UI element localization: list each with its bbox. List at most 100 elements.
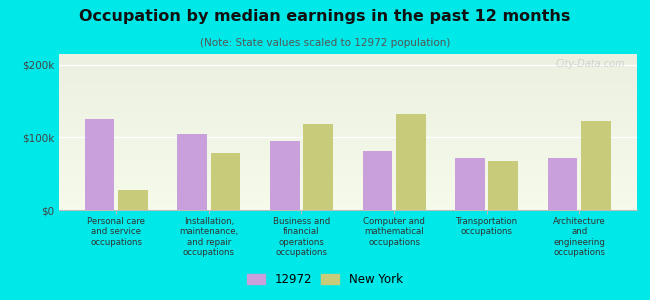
- Text: Occupation by median earnings in the past 12 months: Occupation by median earnings in the pas…: [79, 9, 571, 24]
- Bar: [58, 159, 637, 160]
- Bar: [58, 143, 637, 144]
- Bar: [58, 111, 637, 112]
- Bar: [58, 193, 637, 194]
- Bar: [270, 141, 300, 210]
- Bar: [58, 175, 637, 176]
- Bar: [58, 154, 637, 155]
- Bar: [58, 203, 637, 204]
- Bar: [58, 59, 637, 60]
- Bar: [58, 176, 637, 177]
- Bar: [58, 81, 637, 82]
- Bar: [58, 127, 637, 128]
- Bar: [58, 158, 637, 159]
- Bar: [58, 181, 637, 182]
- Bar: [84, 119, 114, 210]
- Bar: [58, 92, 637, 93]
- Bar: [58, 86, 637, 87]
- Bar: [58, 116, 637, 117]
- Bar: [58, 103, 637, 104]
- Bar: [58, 173, 637, 174]
- Bar: [58, 180, 637, 181]
- Bar: [58, 148, 637, 149]
- Bar: [58, 206, 637, 207]
- Bar: [58, 147, 637, 148]
- Bar: [58, 166, 637, 167]
- Bar: [58, 150, 637, 151]
- Bar: [58, 128, 637, 129]
- Bar: [58, 163, 637, 164]
- Bar: [58, 139, 637, 140]
- Bar: [58, 162, 637, 163]
- Bar: [58, 177, 637, 178]
- Bar: [58, 155, 637, 156]
- Bar: [58, 191, 637, 192]
- Bar: [58, 188, 637, 189]
- Bar: [58, 85, 637, 86]
- Bar: [58, 82, 637, 83]
- Bar: [177, 134, 207, 210]
- Bar: [58, 140, 637, 141]
- Bar: [58, 106, 637, 107]
- Bar: [58, 77, 637, 78]
- Bar: [58, 164, 637, 165]
- Bar: [58, 98, 637, 99]
- Bar: [58, 209, 637, 210]
- Bar: [58, 107, 637, 108]
- Bar: [58, 186, 637, 187]
- Bar: [58, 178, 637, 179]
- Bar: [58, 117, 637, 118]
- Bar: [58, 185, 637, 186]
- Bar: [58, 189, 637, 190]
- Bar: [58, 66, 637, 67]
- Bar: [58, 71, 637, 72]
- Bar: [58, 138, 637, 139]
- Bar: [58, 202, 637, 203]
- Bar: [58, 198, 637, 199]
- Bar: [58, 108, 637, 109]
- Bar: [58, 120, 637, 121]
- Bar: [58, 67, 637, 68]
- Bar: [58, 96, 637, 97]
- Bar: [58, 187, 637, 188]
- Bar: [58, 183, 637, 184]
- Bar: [58, 135, 637, 136]
- Bar: [58, 137, 637, 138]
- Bar: [58, 89, 637, 90]
- Bar: [58, 174, 637, 175]
- Bar: [58, 123, 637, 124]
- Bar: [58, 172, 637, 173]
- Bar: [58, 70, 637, 71]
- Bar: [58, 125, 637, 126]
- Bar: [58, 105, 637, 106]
- Bar: [58, 165, 637, 166]
- Bar: [58, 64, 637, 65]
- Bar: [58, 134, 637, 135]
- Bar: [58, 79, 637, 80]
- Bar: [118, 190, 148, 210]
- Bar: [58, 131, 637, 132]
- Bar: [58, 95, 637, 96]
- Bar: [58, 151, 637, 152]
- Bar: [58, 74, 637, 75]
- Bar: [58, 83, 637, 84]
- Bar: [58, 161, 637, 162]
- Bar: [58, 208, 637, 209]
- Bar: [58, 126, 637, 127]
- Bar: [58, 141, 637, 142]
- Bar: [58, 170, 637, 171]
- Legend: 12972, New York: 12972, New York: [242, 269, 408, 291]
- Bar: [58, 118, 637, 119]
- Bar: [58, 146, 637, 147]
- Bar: [58, 160, 637, 161]
- Bar: [58, 56, 637, 57]
- Bar: [58, 190, 637, 191]
- Bar: [58, 91, 637, 92]
- Bar: [58, 76, 637, 77]
- Bar: [58, 63, 637, 64]
- Bar: [58, 78, 637, 79]
- Text: (Note: State values scaled to 12972 population): (Note: State values scaled to 12972 popu…: [200, 38, 450, 47]
- Bar: [58, 192, 637, 193]
- Bar: [58, 61, 637, 62]
- Bar: [58, 110, 637, 111]
- Bar: [58, 136, 637, 137]
